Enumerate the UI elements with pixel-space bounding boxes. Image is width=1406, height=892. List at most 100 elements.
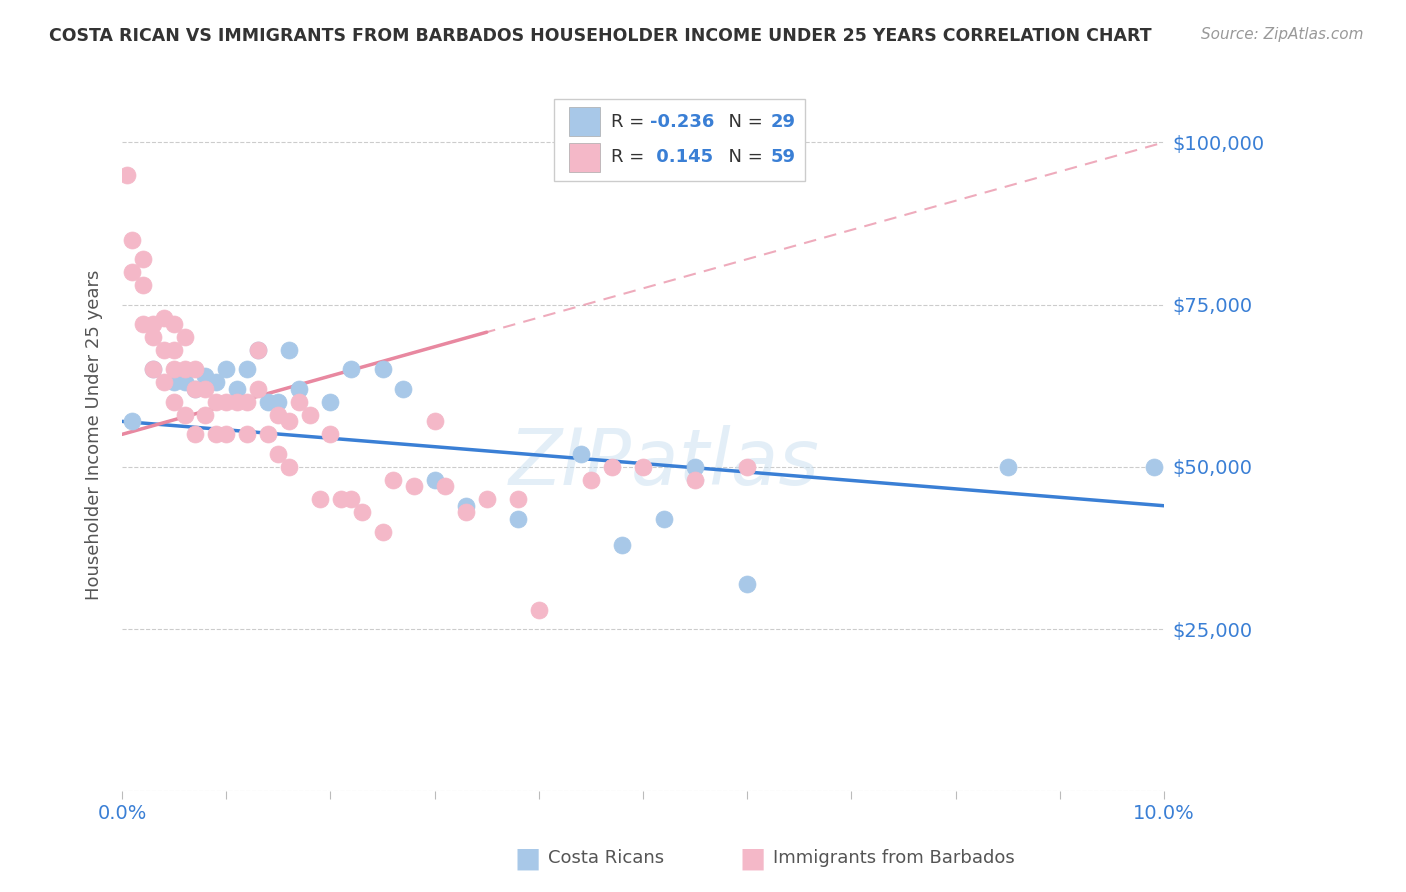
Point [267,447,290,461]
Point [205,395,228,409]
Point [142,317,165,331]
Point [288,382,311,396]
Text: ■: ■ [515,844,540,872]
Point [163,362,186,376]
Point [225,382,247,396]
Point [309,492,332,507]
Point [997,459,1019,474]
FancyBboxPatch shape [569,143,600,171]
Point [735,576,758,591]
Point [173,376,195,390]
Point [683,473,706,487]
Point [132,252,155,267]
Point [319,427,342,442]
FancyBboxPatch shape [554,99,804,181]
Point [163,343,186,357]
Point [434,479,457,493]
Point [381,473,404,487]
Point [579,473,602,487]
Point [194,408,217,422]
Point [735,459,758,474]
Point [329,492,352,507]
Point [319,395,342,409]
Point [215,362,238,376]
Point [277,343,299,357]
Text: 29: 29 [770,112,796,131]
Point [173,330,195,344]
Point [506,492,529,507]
Point [194,368,217,383]
Point [298,408,321,422]
Point [371,524,394,539]
Point [236,395,259,409]
Point [142,362,165,376]
Point [277,414,299,428]
Point [121,233,143,247]
Point [527,602,550,616]
Point [257,395,280,409]
Text: Immigrants from Barbados: Immigrants from Barbados [773,849,1015,867]
Point [205,376,228,390]
Text: Source: ZipAtlas.com: Source: ZipAtlas.com [1201,27,1364,42]
Point [142,362,165,376]
Point [132,317,155,331]
Point [215,395,238,409]
Point [267,395,290,409]
Point [117,168,139,182]
Point [631,459,654,474]
FancyBboxPatch shape [569,107,600,136]
Point [184,382,207,396]
Text: 0.145: 0.145 [651,148,713,167]
Point [184,427,207,442]
Point [236,427,259,442]
Point [121,265,143,279]
Point [163,376,186,390]
Point [288,395,311,409]
Point [612,538,634,552]
Point [350,505,373,519]
Text: 59: 59 [770,148,796,167]
Point [152,343,174,357]
Text: R =: R = [610,112,650,131]
Text: R =: R = [610,148,650,167]
Text: N =: N = [717,112,769,131]
Text: ZIPatlas: ZIPatlas [509,425,820,501]
Point [652,512,675,526]
Point [246,343,269,357]
Point [184,382,207,396]
Point [194,382,217,396]
Point [225,395,247,409]
Point [392,382,415,396]
Point [454,505,477,519]
Point [173,408,195,422]
Point [683,459,706,474]
Point [142,330,165,344]
Point [402,479,425,493]
Point [267,408,290,422]
Point [257,427,280,442]
Text: COSTA RICAN VS IMMIGRANTS FROM BARBADOS HOUSEHOLDER INCOME UNDER 25 YEARS CORREL: COSTA RICAN VS IMMIGRANTS FROM BARBADOS … [49,27,1152,45]
Point [173,362,195,376]
Point [371,362,394,376]
Point [569,447,592,461]
Y-axis label: Householder Income Under 25 years: Householder Income Under 25 years [86,269,103,599]
Point [205,427,228,442]
Point [236,362,259,376]
Point [152,376,174,390]
Point [340,492,363,507]
Text: Costa Ricans: Costa Ricans [548,849,665,867]
Text: -0.236: -0.236 [651,112,714,131]
Point [246,382,269,396]
Point [121,414,143,428]
Point [506,512,529,526]
Point [423,414,446,428]
Text: N =: N = [717,148,769,167]
Point [1142,459,1164,474]
Point [163,395,186,409]
Point [475,492,498,507]
Text: ■: ■ [740,844,765,872]
Point [215,427,238,442]
Point [246,343,269,357]
Point [423,473,446,487]
Point [184,362,207,376]
